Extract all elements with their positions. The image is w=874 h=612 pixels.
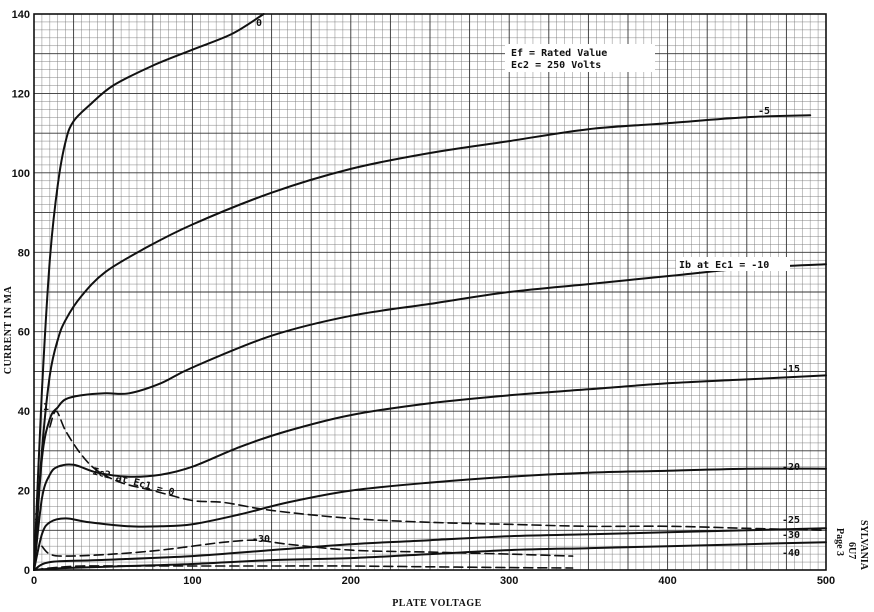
ib-label-box — [676, 257, 790, 271]
side-page: Page 3 — [834, 528, 845, 556]
y-tick-label: 100 — [12, 168, 30, 180]
x-tick-label: 0 — [31, 575, 37, 587]
y-tick-label: 120 — [12, 88, 30, 100]
curve-label-5: -5 — [758, 106, 770, 117]
point-label-1a: 1 — [43, 402, 49, 413]
series-line-3 — [33, 374, 827, 571]
x-axis-title: PLATE VOLTAGE — [392, 598, 482, 609]
curve-label-0: 0 — [256, 18, 262, 29]
y-axis-title: CURRENT IN MA — [3, 285, 14, 374]
curve-label-40: -40 — [782, 548, 800, 559]
y-tick-label: 20 — [18, 486, 30, 498]
series-line-6 — [33, 541, 827, 571]
x-tick-label: 100 — [183, 575, 201, 587]
legend-note-box — [505, 44, 655, 72]
tick-labels: 0 100 200 300 400 500 0 20 40 60 80 100 120 140 — [12, 9, 836, 587]
x-tick-label: 400 — [658, 575, 676, 587]
series-line-8 — [41, 539, 574, 557]
point-label-1b: 1 — [34, 512, 40, 523]
side-brand: SYLVANIA — [858, 520, 869, 571]
x-tick-label: 300 — [500, 575, 518, 587]
y-tick-label: 60 — [18, 327, 30, 339]
note-ef: Ef = Rated Value — [511, 48, 607, 59]
curves — [33, 13, 827, 571]
side-type: 6U7 — [846, 542, 857, 559]
curve-label-20: -20 — [782, 462, 800, 473]
ib-label: Ib at Ec1 = -10 — [679, 260, 769, 271]
y-tick-label: 0 — [24, 565, 30, 577]
curve-label-15: -15 — [782, 364, 800, 375]
x-tick-label: 200 — [342, 575, 360, 587]
curve-label-25: -25 — [782, 515, 800, 526]
y-tick-label: 40 — [18, 406, 30, 418]
series-line-9 — [33, 565, 574, 571]
curve-label-30b: -30 — [252, 534, 270, 545]
series-line-1 — [33, 114, 812, 571]
series-line-0 — [33, 13, 265, 571]
series-line-2 — [33, 263, 827, 571]
axes — [33, 13, 827, 571]
note-ec2: Ec2 = 250 Volts — [511, 60, 601, 71]
x-tick-label: 500 — [817, 575, 835, 587]
series-line-7 — [49, 410, 827, 532]
series-line-4 — [33, 467, 827, 571]
y-tick-label: 140 — [12, 9, 30, 21]
plot-frame — [33, 13, 827, 571]
series-line-5 — [33, 527, 827, 571]
curve-label-30: -30 — [782, 530, 800, 541]
y-tick-label: 80 — [18, 247, 30, 259]
